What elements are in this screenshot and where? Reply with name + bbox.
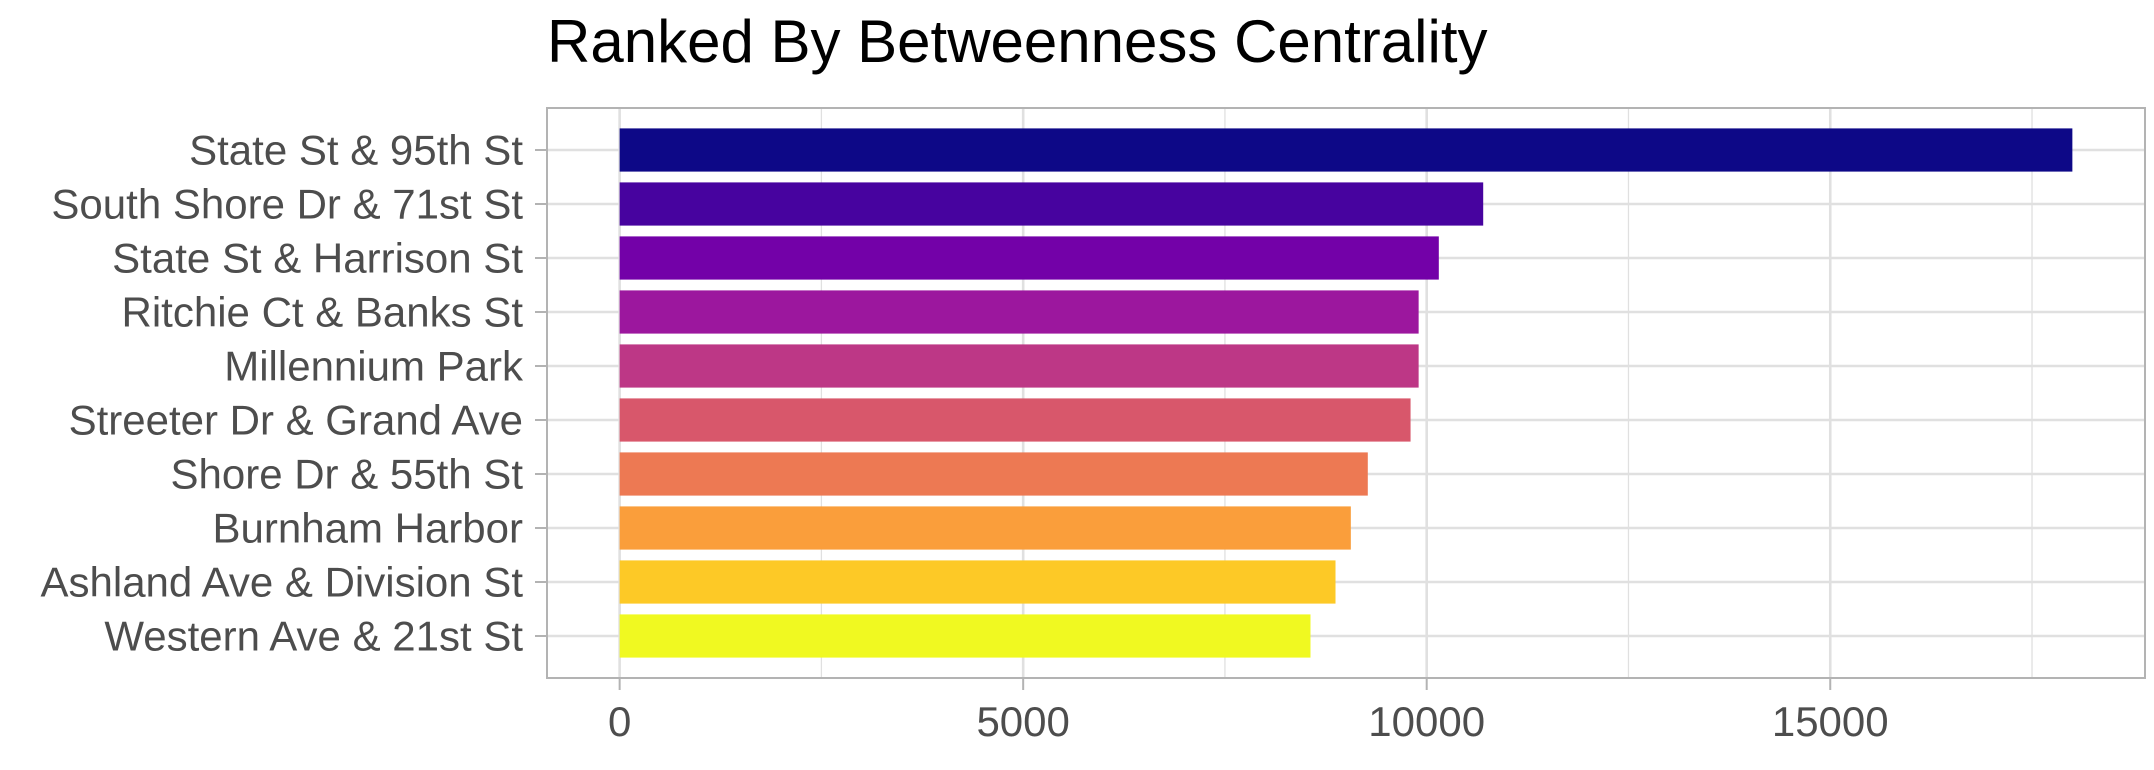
x-tick-label: 10000 bbox=[1368, 698, 1485, 745]
panel-border bbox=[546, 107, 2146, 679]
category-label: Burnham Harbor bbox=[213, 505, 523, 552]
bar bbox=[619, 506, 1351, 550]
bar bbox=[619, 290, 1419, 334]
category-label: Western Ave & 21st St bbox=[104, 613, 523, 660]
x-tick-label: 0 bbox=[608, 698, 631, 745]
bar bbox=[619, 128, 2073, 172]
bar bbox=[619, 560, 1336, 604]
category-label: Ritchie Ct & Banks St bbox=[122, 289, 524, 336]
category-label: Streeter Dr & Grand Ave bbox=[69, 397, 523, 444]
bar bbox=[619, 344, 1419, 388]
x-tick-label: 5000 bbox=[976, 698, 1069, 745]
bar bbox=[619, 398, 1411, 442]
bar bbox=[619, 182, 1484, 226]
bar-layer bbox=[619, 128, 2073, 658]
bar bbox=[619, 452, 1368, 496]
category-label: State St & 95th St bbox=[189, 127, 523, 174]
chart-title: Ranked By Betweenness Centrality bbox=[547, 8, 1488, 75]
x-tick-label: 15000 bbox=[1772, 698, 1889, 745]
category-label: South Shore Dr & 71st St bbox=[51, 181, 523, 228]
bar bbox=[619, 236, 1439, 280]
bar bbox=[619, 614, 1311, 658]
category-label: State St & Harrison St bbox=[112, 235, 523, 282]
category-label: Millennium Park bbox=[224, 343, 524, 390]
category-label: Shore Dr & 55th St bbox=[170, 451, 523, 498]
axis-layer: State St & 95th St South Shore Dr & 71st … bbox=[41, 127, 1889, 746]
category-label: Ashland Ave & Division St bbox=[41, 559, 524, 606]
